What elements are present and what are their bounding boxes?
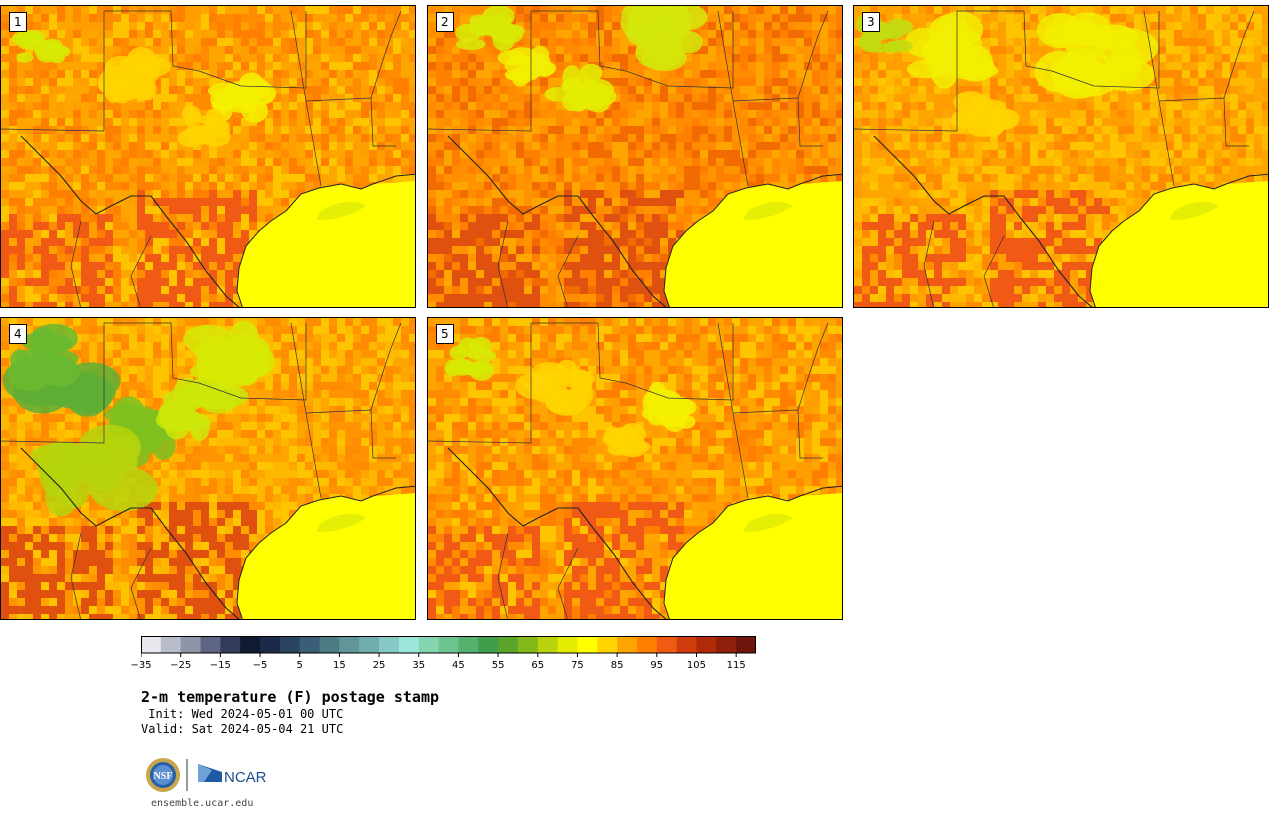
colorbar-tick-label: 105 [686, 660, 707, 671]
chart-title: 2-m temperature (F) postage stamp [141, 688, 440, 706]
valid-time: Valid: Sat 2024-05-04 21 UTC [141, 722, 344, 736]
colorbar-segment [577, 636, 598, 653]
colorbar-segment [656, 636, 678, 653]
colorbar-segment [696, 636, 717, 653]
sponsor-logos: NSF NCAR [146, 758, 267, 792]
site-url: ensemble.ucar.edu [151, 798, 254, 809]
panel-label: 3 [862, 12, 880, 32]
colorbar-segment [557, 636, 578, 653]
colorbar-segment [458, 636, 479, 653]
colorbar-tick-label: 45 [452, 660, 465, 671]
colorbar-tick-label: 35 [412, 660, 426, 671]
colorbar-segment [597, 636, 618, 653]
colorbar-segment [716, 636, 737, 653]
map-4 [1, 318, 415, 619]
colorbar-tick-label: 95 [650, 660, 664, 671]
colorbar-segment [359, 636, 380, 653]
colorbar-tick-label: −15 [209, 660, 231, 671]
colorbar-segment [498, 636, 519, 653]
init-time: Init: Wed 2024-05-01 00 UTC [141, 707, 344, 721]
colorbar-tick-label: 115 [726, 660, 746, 671]
colorbar-tick-label: −5 [252, 660, 268, 671]
colorbar-segment [676, 636, 697, 653]
colorbar-segment [636, 636, 658, 653]
colorbar-segment [299, 636, 321, 653]
colorbar-segment [617, 636, 638, 653]
map-1 [1, 6, 415, 307]
nsf-logo: NSF [146, 758, 180, 792]
colorbar-tick-label: 15 [333, 660, 346, 671]
panel-label: 2 [436, 12, 454, 32]
colorbar-tick-label: 65 [531, 660, 545, 671]
panel-label: 1 [9, 12, 27, 32]
colorbar-segment [438, 636, 459, 653]
colorbar-segment [478, 636, 499, 653]
colorbar-segment [200, 636, 221, 653]
colorbar-tick-label: 55 [491, 660, 505, 671]
temperature-colorbar [141, 636, 756, 657]
colorbar-segment [398, 636, 420, 653]
colorbar-segment [141, 636, 162, 653]
map-panel-4: 4 [0, 317, 416, 620]
map-2 [428, 6, 842, 307]
map-panel-2: 2 [427, 5, 843, 308]
map-panel-3: 3 [853, 5, 1269, 308]
colorbar-segment [379, 636, 400, 653]
colorbar-tick-label: 85 [610, 660, 624, 671]
panel-label: 4 [9, 324, 27, 344]
map-3 [854, 6, 1268, 307]
logos: NSF NCAR [144, 756, 274, 798]
colorbar-tick-label: 75 [571, 660, 584, 671]
colorbar-segment [279, 636, 301, 653]
map-panel-1: 1 [0, 5, 416, 308]
panel-label: 5 [436, 324, 454, 344]
colorbar-tick-label: 5 [296, 660, 303, 671]
colorbar-segment [160, 636, 182, 653]
colorbar-segment [418, 636, 440, 653]
colorbar-segment [260, 636, 281, 653]
ncar-logo: NCAR [198, 764, 267, 786]
colorbar-segment [180, 636, 202, 653]
colorbar-segment [537, 636, 559, 653]
map-5 [428, 318, 842, 619]
colorbar-segment [736, 636, 756, 653]
colorbar-tick-label: −25 [170, 660, 192, 671]
colorbar-segment [319, 636, 340, 653]
colorbar-tick-label: 25 [372, 660, 386, 671]
colorbar-segment [240, 636, 261, 653]
colorbar-segment [220, 636, 241, 653]
colorbar-segment [517, 636, 539, 653]
colorbar-segment [339, 636, 360, 653]
colorbar-tick-label: −35 [130, 660, 152, 671]
map-panel-5: 5 [427, 317, 843, 620]
